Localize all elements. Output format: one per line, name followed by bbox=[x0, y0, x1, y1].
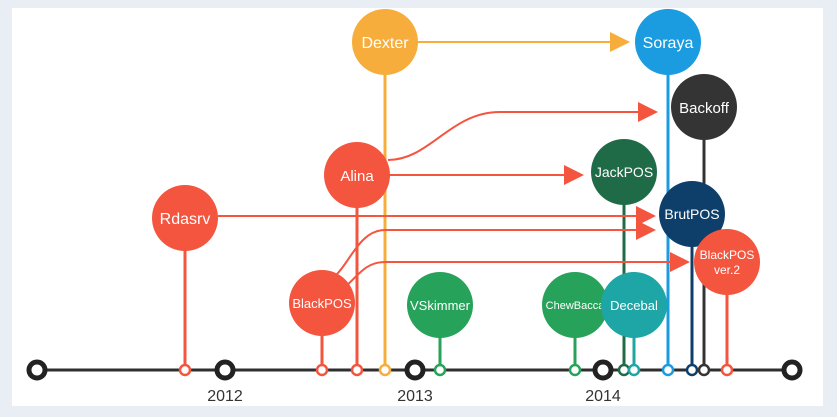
node-backoff: Backoff bbox=[671, 74, 737, 140]
node-decebal: Decebal bbox=[601, 272, 667, 338]
vskimmer-circle bbox=[407, 272, 473, 338]
dexter-label: Dexter bbox=[361, 35, 409, 52]
rdasrv-label: Rdasrv bbox=[160, 211, 211, 228]
rdasrv-timeline-dot bbox=[178, 363, 192, 377]
timeline-2013-marker bbox=[404, 359, 426, 381]
vskimmer-label: VSkimmer bbox=[410, 298, 471, 313]
blackpos2-circle bbox=[694, 229, 760, 295]
year-label-2014: 2014 bbox=[585, 388, 621, 405]
blackpos-to-brutpos-arrow-1 bbox=[335, 220, 656, 276]
timeline-end-marker bbox=[781, 359, 803, 381]
node-alina: Alina bbox=[324, 142, 390, 208]
chewbacca-label: ChewBacca bbox=[546, 300, 606, 312]
year-label-2013: 2013 bbox=[397, 388, 433, 405]
chewbacca-timeline-dot bbox=[568, 363, 582, 377]
blackpos-timeline-dot bbox=[315, 363, 329, 377]
alina-timeline-dot bbox=[350, 363, 364, 377]
jackpos-circle bbox=[591, 139, 657, 205]
node-dexter: Dexter bbox=[352, 9, 418, 75]
node-blackpos: BlackPOS bbox=[289, 270, 355, 336]
alina-label: Alina bbox=[340, 168, 374, 185]
soraya-circle bbox=[635, 9, 701, 75]
timeline-2012-marker bbox=[214, 359, 236, 381]
soraya-timeline-dot bbox=[661, 363, 675, 377]
chewbacca-circle bbox=[542, 272, 608, 338]
decebal-label: Decebal bbox=[610, 298, 658, 313]
brutpos-timeline-dot bbox=[685, 363, 699, 377]
backoff-label: Backoff bbox=[679, 100, 730, 117]
node-soraya: Soraya bbox=[635, 9, 701, 75]
dexter-timeline-dot bbox=[378, 363, 392, 377]
decebal-circle bbox=[601, 272, 667, 338]
jackpos-timeline-dot bbox=[617, 363, 631, 377]
year-label-2012: 2012 bbox=[207, 388, 243, 405]
rdasrv-circle bbox=[152, 185, 218, 251]
decebal-timeline-dot bbox=[627, 363, 641, 377]
dexter-circle bbox=[352, 9, 418, 75]
node-vskimmer: VSkimmer bbox=[407, 272, 473, 338]
node-blackpos2: BlackPOS ver.2 bbox=[694, 229, 760, 295]
blackpos-label: BlackPOS bbox=[292, 296, 352, 311]
timeline-start-marker bbox=[26, 359, 48, 381]
blackpos2-timeline-dot bbox=[720, 363, 734, 377]
timeline-2014-marker bbox=[592, 359, 614, 381]
node-jackpos: JackPOS bbox=[591, 139, 657, 205]
node-brutpos: BrutPOS bbox=[659, 181, 725, 247]
year-labels: 2012 2013 2014 bbox=[207, 388, 621, 405]
backoff-circle bbox=[671, 74, 737, 140]
blackpos2-label-line1: BlackPOS bbox=[700, 248, 755, 262]
vskimmer-timeline-dot bbox=[433, 363, 447, 377]
node-chewbacca: ChewBacca bbox=[542, 272, 608, 338]
alina-circle bbox=[324, 142, 390, 208]
jackpos-label: JackPOS bbox=[595, 164, 653, 180]
node-rdasrv: Rdasrv bbox=[152, 185, 218, 251]
brutpos-circle bbox=[659, 181, 725, 247]
timeline-markers bbox=[26, 359, 803, 381]
blackpos-circle bbox=[289, 270, 355, 336]
brutpos-label: BrutPOS bbox=[664, 206, 719, 222]
blackpos2-label-line2: ver.2 bbox=[714, 263, 740, 277]
soraya-label: Soraya bbox=[643, 35, 694, 52]
backoff-timeline-dot bbox=[697, 363, 711, 377]
alina-to-backoff-arrow bbox=[387, 102, 658, 161]
